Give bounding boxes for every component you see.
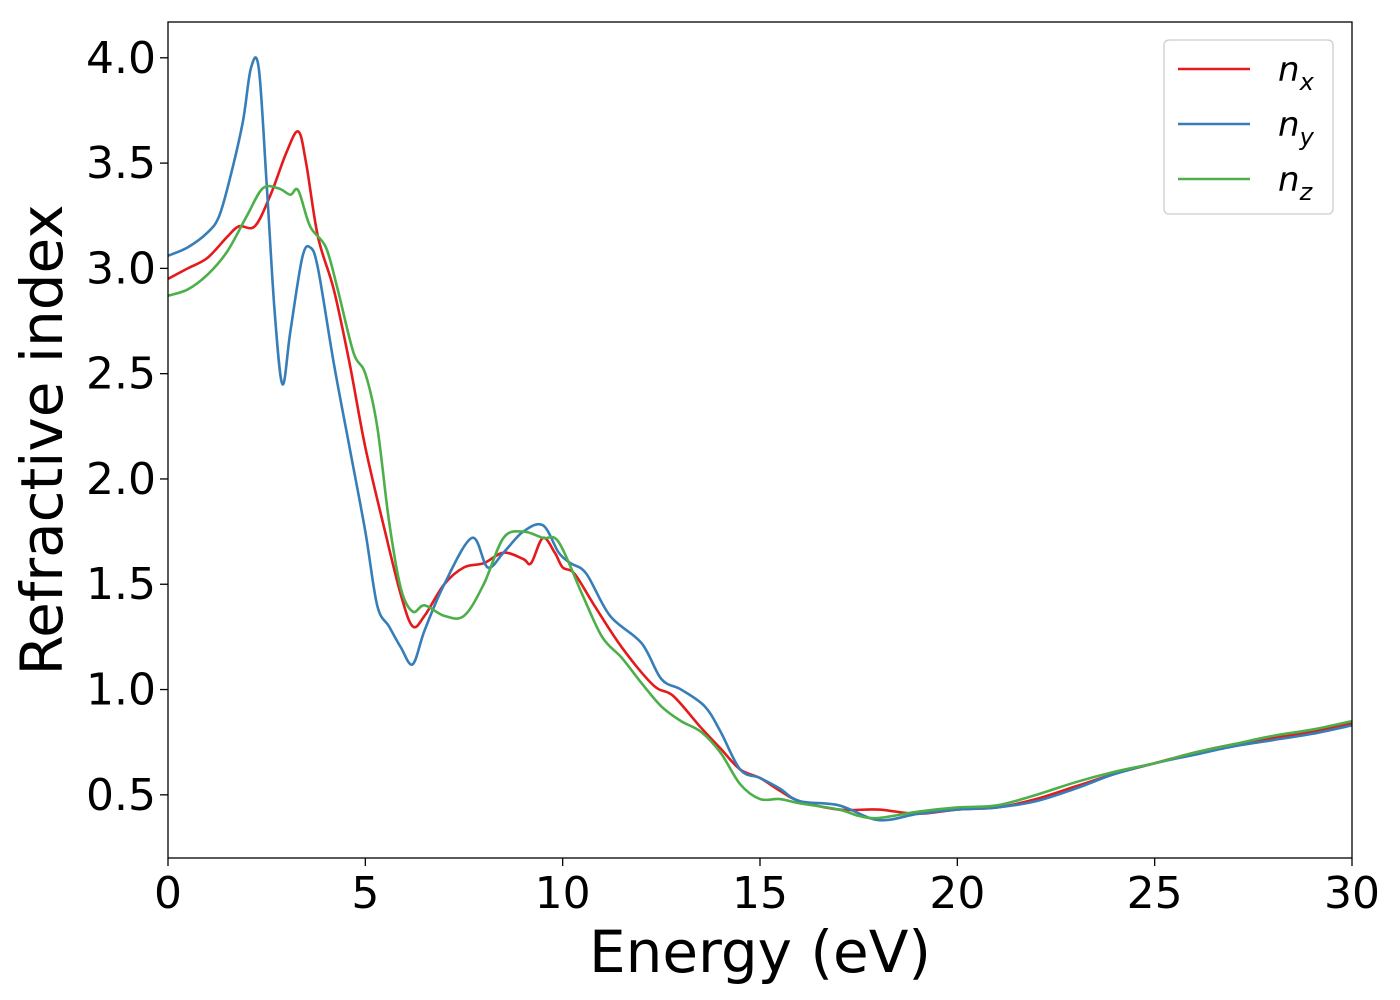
y-axis-label: Refractive index bbox=[8, 204, 76, 675]
series-line-y bbox=[168, 56, 1352, 822]
legend-label-base: n bbox=[1278, 105, 1300, 145]
legend-box bbox=[1163, 39, 1334, 215]
legend-label-base: n bbox=[1278, 50, 1300, 90]
y-tick-label: 0.5 bbox=[86, 770, 156, 821]
legend-label-y: ny bbox=[1278, 105, 1315, 151]
y-tick-label: 2.5 bbox=[86, 349, 156, 400]
y-tick-label: 3.0 bbox=[86, 243, 156, 294]
series-line-x bbox=[168, 130, 1352, 816]
legend-label-x: nx bbox=[1278, 50, 1315, 96]
x-tick-label: 20 bbox=[929, 868, 985, 919]
series-line-z bbox=[168, 184, 1352, 820]
x-tick-label: 5 bbox=[351, 868, 379, 919]
y-tick-label: 3.5 bbox=[86, 138, 156, 189]
x-tick-label: 25 bbox=[1127, 868, 1183, 919]
x-tick-label: 15 bbox=[732, 868, 788, 919]
x-tick-label: 30 bbox=[1324, 868, 1380, 919]
legend-label-subscript: x bbox=[1299, 68, 1315, 96]
legend-label-base: n bbox=[1278, 160, 1300, 200]
legend-label-z: nz bbox=[1278, 160, 1314, 206]
series-layer bbox=[168, 56, 1352, 822]
y-axis: 0.5 1.0 1.5 2.0 2.5 3.0 3.5 4.0 bbox=[86, 33, 168, 821]
y-tick-label: 4.0 bbox=[86, 33, 156, 84]
y-tick-label: 1.0 bbox=[86, 665, 156, 716]
y-tick-label: 1.5 bbox=[86, 559, 156, 610]
x-axis: 0 5 10 15 20 25 30 bbox=[154, 858, 1380, 919]
y-tick-label: 2.0 bbox=[86, 454, 156, 505]
x-tick-label: 10 bbox=[535, 868, 591, 919]
x-tick-label: 0 bbox=[154, 868, 182, 919]
legend-label-subscript: y bbox=[1299, 123, 1315, 151]
legend-label-subscript: z bbox=[1299, 178, 1314, 206]
x-axis-label: Energy (eV) bbox=[589, 918, 931, 986]
